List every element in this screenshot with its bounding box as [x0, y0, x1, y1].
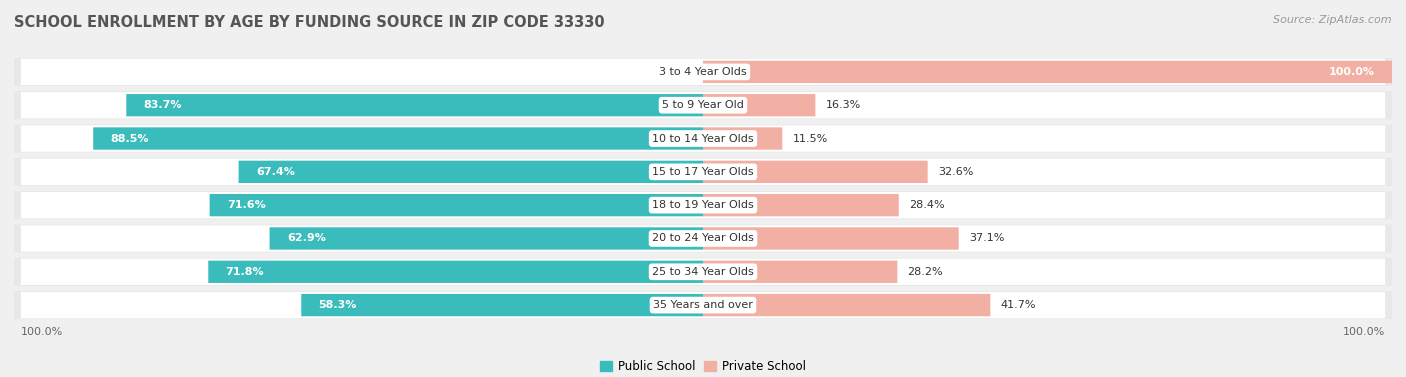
FancyBboxPatch shape — [14, 158, 1392, 186]
Text: 71.6%: 71.6% — [226, 200, 266, 210]
FancyBboxPatch shape — [703, 294, 990, 316]
FancyBboxPatch shape — [14, 191, 1392, 219]
FancyBboxPatch shape — [208, 261, 703, 283]
Text: 5 to 9 Year Old: 5 to 9 Year Old — [662, 100, 744, 110]
Text: 67.4%: 67.4% — [256, 167, 295, 177]
FancyBboxPatch shape — [21, 292, 1385, 318]
FancyBboxPatch shape — [703, 127, 782, 150]
Text: 41.7%: 41.7% — [1001, 300, 1036, 310]
Text: 18 to 19 Year Olds: 18 to 19 Year Olds — [652, 200, 754, 210]
Text: 32.6%: 32.6% — [938, 167, 973, 177]
Text: 62.9%: 62.9% — [287, 233, 326, 244]
FancyBboxPatch shape — [21, 126, 1385, 152]
Text: 100.0%: 100.0% — [1329, 67, 1375, 77]
FancyBboxPatch shape — [21, 159, 1385, 185]
FancyBboxPatch shape — [703, 94, 815, 116]
Text: 16.3%: 16.3% — [825, 100, 860, 110]
Text: SCHOOL ENROLLMENT BY AGE BY FUNDING SOURCE IN ZIP CODE 33330: SCHOOL ENROLLMENT BY AGE BY FUNDING SOUR… — [14, 15, 605, 30]
FancyBboxPatch shape — [703, 227, 959, 250]
Text: 100.0%: 100.0% — [21, 327, 63, 337]
FancyBboxPatch shape — [14, 291, 1392, 319]
Text: 15 to 17 Year Olds: 15 to 17 Year Olds — [652, 167, 754, 177]
Text: 11.5%: 11.5% — [793, 133, 828, 144]
FancyBboxPatch shape — [703, 161, 928, 183]
Text: 71.8%: 71.8% — [225, 267, 264, 277]
FancyBboxPatch shape — [14, 58, 1392, 86]
FancyBboxPatch shape — [21, 59, 1385, 85]
Text: 88.5%: 88.5% — [111, 133, 149, 144]
FancyBboxPatch shape — [21, 92, 1385, 118]
FancyBboxPatch shape — [14, 91, 1392, 119]
FancyBboxPatch shape — [93, 127, 703, 150]
FancyBboxPatch shape — [21, 225, 1385, 251]
Text: 10 to 14 Year Olds: 10 to 14 Year Olds — [652, 133, 754, 144]
FancyBboxPatch shape — [703, 61, 1392, 83]
Text: 20 to 24 Year Olds: 20 to 24 Year Olds — [652, 233, 754, 244]
FancyBboxPatch shape — [14, 258, 1392, 286]
FancyBboxPatch shape — [21, 192, 1385, 218]
FancyBboxPatch shape — [239, 161, 703, 183]
FancyBboxPatch shape — [270, 227, 703, 250]
Text: 37.1%: 37.1% — [969, 233, 1004, 244]
FancyBboxPatch shape — [14, 124, 1392, 153]
Text: 100.0%: 100.0% — [1343, 327, 1385, 337]
Text: 28.4%: 28.4% — [910, 200, 945, 210]
FancyBboxPatch shape — [14, 224, 1392, 253]
FancyBboxPatch shape — [703, 261, 897, 283]
Text: 58.3%: 58.3% — [319, 300, 357, 310]
Legend: Public School, Private School: Public School, Private School — [595, 355, 811, 377]
Text: 83.7%: 83.7% — [143, 100, 183, 110]
FancyBboxPatch shape — [209, 194, 703, 216]
Text: Source: ZipAtlas.com: Source: ZipAtlas.com — [1274, 15, 1392, 25]
FancyBboxPatch shape — [127, 94, 703, 116]
FancyBboxPatch shape — [301, 294, 703, 316]
Text: 3 to 4 Year Olds: 3 to 4 Year Olds — [659, 67, 747, 77]
Text: 28.2%: 28.2% — [908, 267, 943, 277]
Text: 35 Years and over: 35 Years and over — [652, 300, 754, 310]
FancyBboxPatch shape — [21, 259, 1385, 285]
FancyBboxPatch shape — [703, 194, 898, 216]
Text: 25 to 34 Year Olds: 25 to 34 Year Olds — [652, 267, 754, 277]
